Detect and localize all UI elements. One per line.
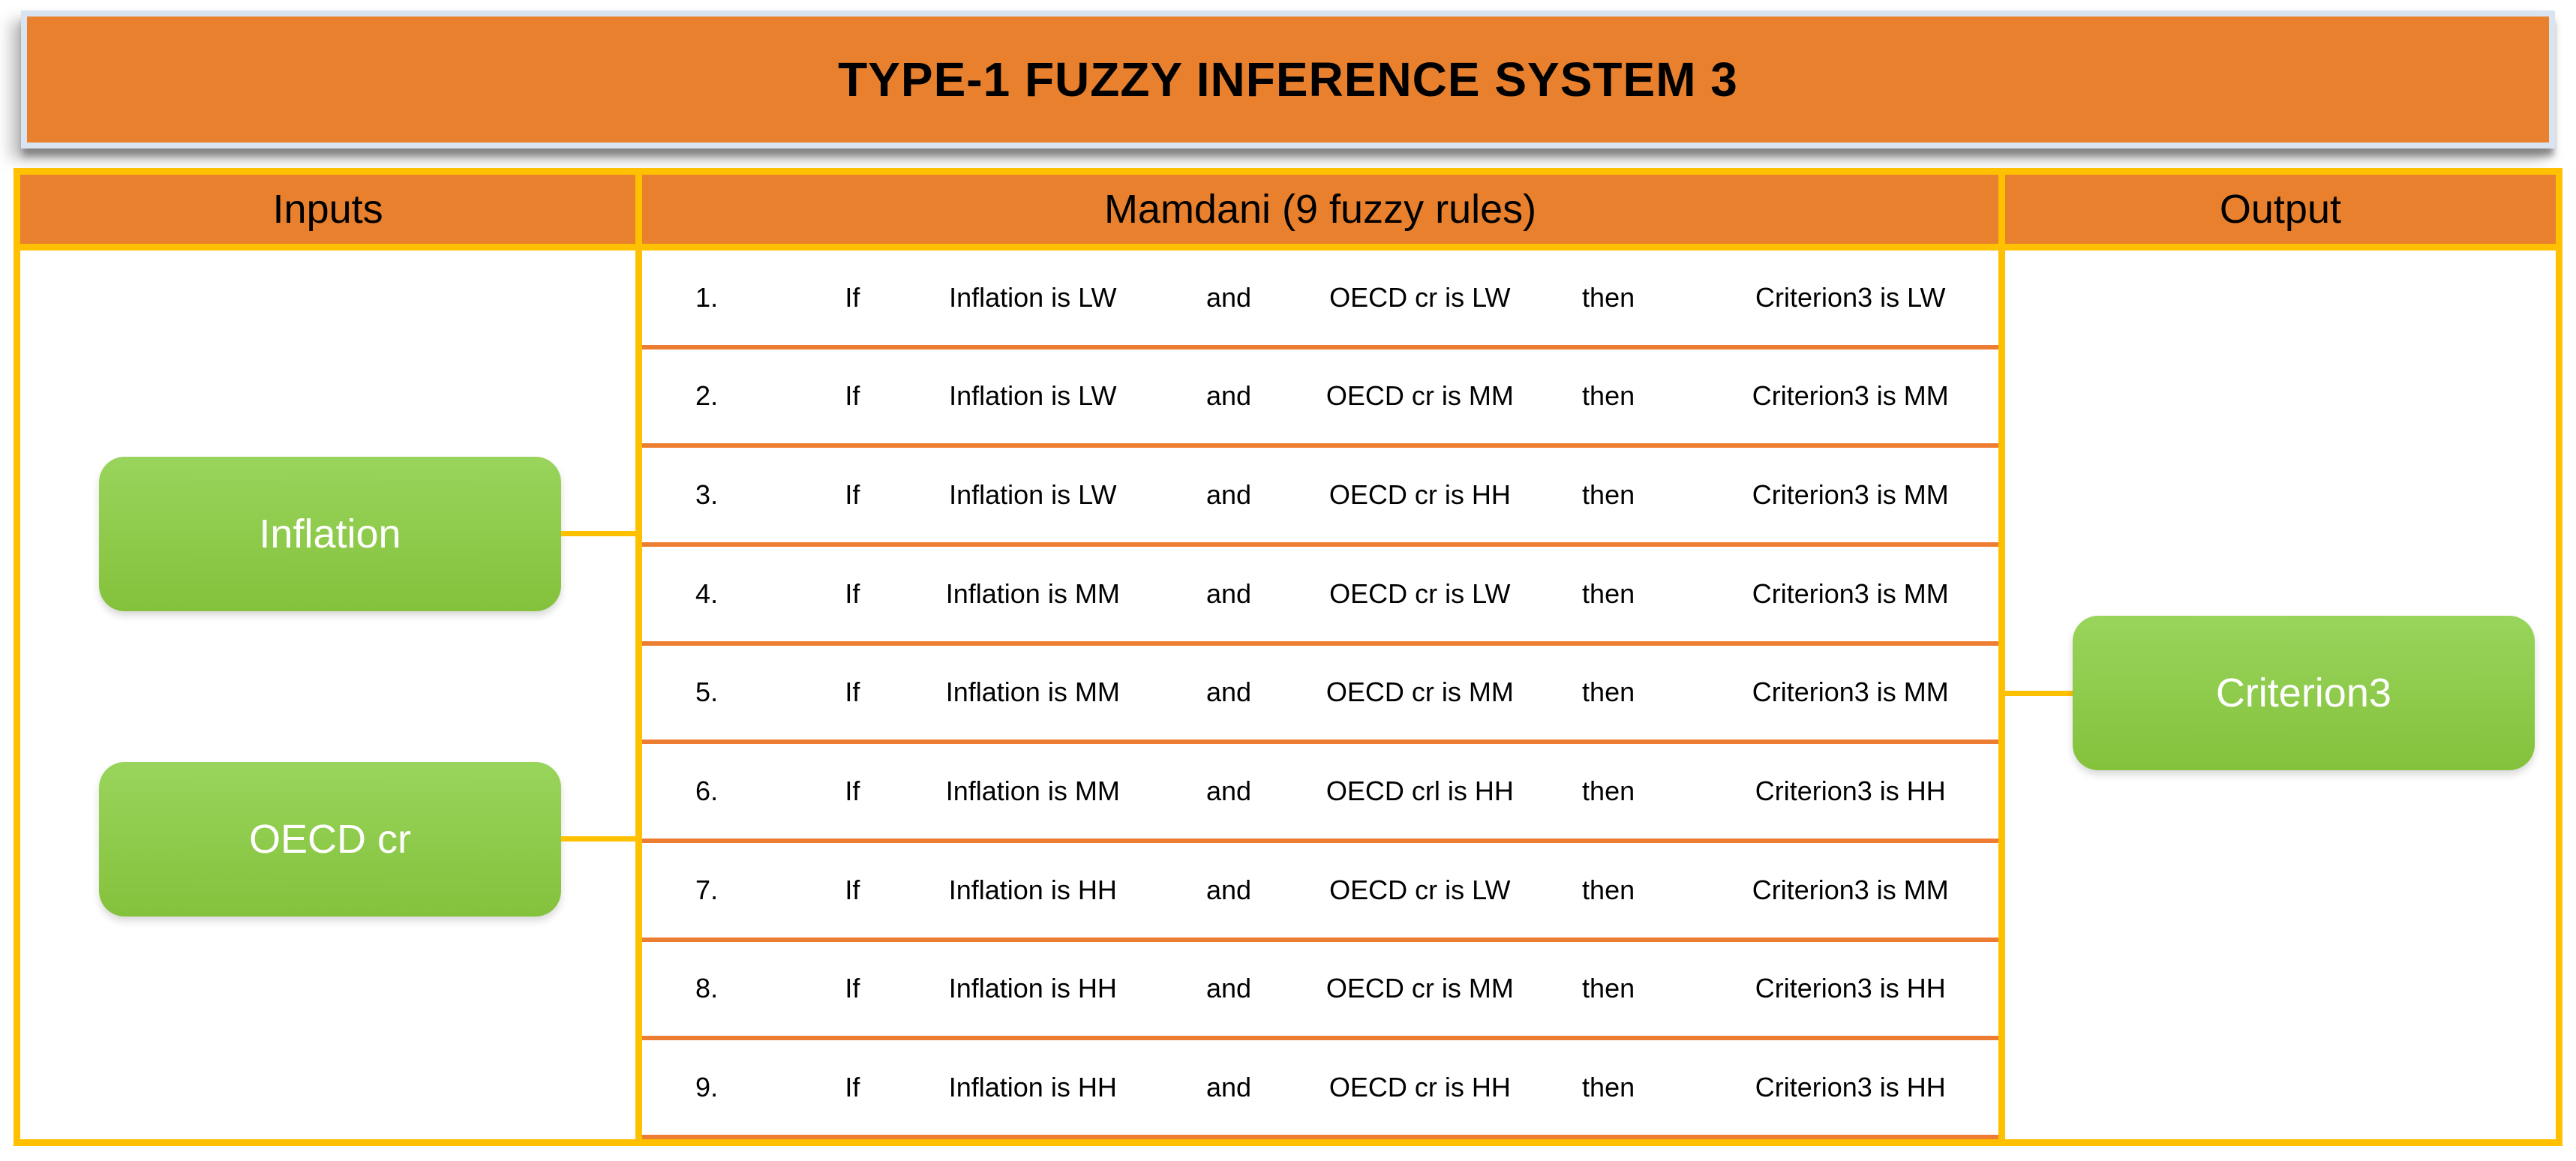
rule-keyword-if: If <box>845 776 860 807</box>
rule-keyword-then: then <box>1582 578 1635 609</box>
connector-oecd-cr <box>561 836 636 842</box>
rule-consequent: Criterion3 is MM <box>1752 578 1949 609</box>
rule-number: 6. <box>695 776 719 807</box>
rule-antecedent-2: OECD cr is MM <box>1326 973 1514 1004</box>
rule-keyword-and: and <box>1205 380 1252 412</box>
connector-inflation <box>561 531 636 536</box>
rule-antecedent-2: OECD crl is HH <box>1326 776 1514 807</box>
rule-antecedent-1: Inflation is HH <box>948 1072 1117 1103</box>
rule-antecedent-2: OECD cr is MM <box>1326 380 1514 412</box>
rule-keyword-if: If <box>845 1072 860 1103</box>
rule-antecedent-2: OECD cr is LW <box>1329 281 1511 313</box>
rule-antecedent-1: Inflation is HH <box>948 973 1117 1004</box>
rule-consequent: Criterion3 is HH <box>1755 973 1946 1004</box>
connector-criterion3 <box>2004 691 2073 696</box>
rule-keyword-if: If <box>845 676 860 708</box>
rule-number: 8. <box>695 973 719 1004</box>
output-box-criterion3: Criterion3 <box>2072 616 2535 770</box>
rule-keyword-and: and <box>1205 973 1252 1004</box>
rule-number: 9. <box>695 1072 719 1103</box>
rule-antecedent-1: Inflation is HH <box>948 874 1117 905</box>
rule-consequent: Criterion3 is MM <box>1752 874 1949 905</box>
rule-antecedent-2: OECD cr is LW <box>1329 578 1511 609</box>
output-header: Output <box>2004 175 2556 244</box>
rule-antecedent-2: OECD cr is LW <box>1329 874 1511 905</box>
fis-table: Inputs Mamdani (9 fuzzy rules) Output In… <box>14 168 2562 1146</box>
rule-keyword-then: then <box>1582 281 1635 313</box>
title-bar: TYPE-1 FUZZY INFERENCE SYSTEM 3 <box>21 10 2555 148</box>
rule-row-1: 1. If Inflation is LW and OECD cr is LW then C… <box>642 250 1998 350</box>
rule-row-4: 4. If Inflation is MM and OECD cr is LW then C… <box>642 547 1998 646</box>
input-box-inflation-label: Inflation <box>259 512 401 556</box>
rule-consequent: Criterion3 is MM <box>1752 676 1949 708</box>
rule-row-2: 2. If Inflation is LW and OECD cr is MM then C… <box>642 350 1998 448</box>
page-title: TYPE-1 FUZZY INFERENCE SYSTEM 3 <box>838 52 1738 106</box>
rule-keyword-and: and <box>1205 874 1252 905</box>
rule-keyword-if: If <box>845 973 860 1004</box>
rule-keyword-and: and <box>1205 479 1252 511</box>
rule-antecedent-1: Inflation is MM <box>945 676 1120 708</box>
rules-panel: 1. If Inflation is LW and OECD cr is LW then C… <box>642 250 1998 1139</box>
rule-consequent: Criterion3 is MM <box>1752 380 1949 412</box>
rule-consequent: Criterion3 is HH <box>1755 776 1946 807</box>
input-box-oecd-cr: OECD cr <box>99 762 561 916</box>
inputs-header: Inputs <box>20 175 636 244</box>
rule-antecedent-1: Inflation is MM <box>945 578 1120 609</box>
rule-consequent: Criterion3 is HH <box>1755 1072 1946 1103</box>
rule-keyword-then: then <box>1582 479 1635 511</box>
rule-keyword-if: If <box>845 281 860 313</box>
rule-row-5: 5. If Inflation is MM and OECD cr is MM then C… <box>642 646 1998 745</box>
rule-keyword-then: then <box>1582 676 1635 708</box>
rule-number: 2. <box>695 380 719 412</box>
rule-row-7: 7. If Inflation is HH and OECD cr is LW then C… <box>642 843 1998 942</box>
rule-keyword-and: and <box>1205 676 1252 708</box>
rule-row-8: 8. If Inflation is HH and OECD cr is MM then C… <box>642 942 1998 1041</box>
rule-keyword-and: and <box>1205 281 1252 313</box>
rule-row-3: 3. If Inflation is LW and OECD cr is HH then C… <box>642 448 1998 547</box>
rule-keyword-then: then <box>1582 1072 1635 1103</box>
rule-consequent: Criterion3 is MM <box>1752 479 1949 511</box>
rule-keyword-and: and <box>1205 1072 1252 1103</box>
rule-keyword-then: then <box>1582 973 1635 1004</box>
rule-keyword-and: and <box>1205 578 1252 609</box>
input-box-inflation: Inflation <box>99 457 561 611</box>
rule-keyword-if: If <box>845 380 860 412</box>
rule-row-9: 9. If Inflation is HH and OECD cr is HH then C… <box>642 1040 1998 1139</box>
output-panel: Criterion3 <box>2004 250 2556 1139</box>
rule-antecedent-2: OECD cr is HH <box>1329 479 1511 511</box>
rule-antecedent-1: Inflation is LW <box>949 479 1117 511</box>
input-box-oecd-cr-label: OECD cr <box>249 817 411 862</box>
rule-keyword-if: If <box>845 479 860 511</box>
rule-number: 5. <box>695 676 719 708</box>
rule-antecedent-1: Inflation is MM <box>945 776 1120 807</box>
rule-antecedent-2: OECD cr is HH <box>1329 1072 1511 1103</box>
rule-number: 3. <box>695 479 719 511</box>
rule-keyword-then: then <box>1582 874 1635 905</box>
rule-antecedent-1: Inflation is LW <box>949 380 1117 412</box>
rule-antecedent-1: Inflation is LW <box>949 281 1117 313</box>
rule-number: 4. <box>695 578 719 609</box>
rule-keyword-then: then <box>1582 380 1635 412</box>
rule-keyword-then: then <box>1582 776 1635 807</box>
rule-keyword-if: If <box>845 874 860 905</box>
rule-keyword-and: and <box>1205 776 1252 807</box>
rule-consequent: Criterion3 is LW <box>1755 281 1946 313</box>
rule-number: 7. <box>695 874 719 905</box>
rules-header: Mamdani (9 fuzzy rules) <box>642 175 1998 244</box>
rule-keyword-if: If <box>845 578 860 609</box>
rule-row-6: 6. If Inflation is MM and OECD crl is HH then… <box>642 744 1998 843</box>
rule-antecedent-2: OECD cr is MM <box>1326 676 1514 708</box>
inputs-panel: Inflation OECD cr <box>20 250 636 1139</box>
output-box-criterion3-label: Criterion3 <box>2215 670 2391 716</box>
rule-number: 1. <box>695 281 719 313</box>
